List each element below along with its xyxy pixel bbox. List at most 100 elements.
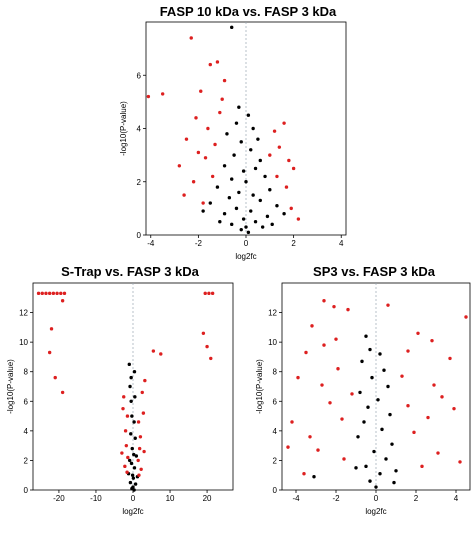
data-point [44, 291, 48, 296]
data-point [275, 204, 279, 208]
data-point [268, 188, 272, 192]
data-point [400, 374, 404, 378]
data-point [230, 177, 234, 181]
data-point [244, 225, 248, 229]
data-point [213, 142, 217, 147]
data-point [230, 222, 234, 227]
data-point [133, 482, 138, 486]
data-point [372, 449, 376, 454]
data-point [151, 349, 156, 353]
data-point [364, 334, 368, 338]
data-point [160, 92, 165, 96]
data-point [130, 446, 134, 451]
data-point [182, 193, 186, 197]
data-point [60, 299, 65, 303]
data-point [125, 414, 130, 418]
data-point [207, 291, 211, 296]
data-point [416, 331, 420, 335]
data-point [390, 442, 394, 446]
data-point [251, 126, 255, 131]
data-point [129, 461, 134, 466]
data-point [133, 436, 137, 440]
data-point [132, 420, 136, 424]
data-point [360, 359, 364, 364]
data-point [201, 201, 205, 205]
data-point [205, 344, 209, 349]
data-point [51, 291, 56, 296]
data-point [358, 390, 362, 395]
data-point [234, 121, 239, 125]
data-point [263, 174, 267, 179]
y-axis-label: -log10(P-value) [255, 359, 264, 414]
data-point [218, 110, 222, 115]
data-point [125, 470, 129, 474]
data-point [128, 480, 133, 485]
data-point [322, 343, 326, 347]
data-point [139, 467, 143, 471]
x-tick-label: 0 [131, 494, 136, 503]
data-point [234, 206, 239, 211]
y-tick-label: 2 [24, 456, 29, 465]
data-point [53, 375, 57, 380]
data-point [129, 375, 133, 380]
x-tick-label: 2 [291, 239, 296, 248]
data-point [222, 212, 227, 216]
data-point [265, 214, 270, 219]
data-point [464, 315, 468, 319]
x-tick-label: -20 [53, 494, 65, 503]
data-point [132, 466, 137, 470]
data-point [282, 212, 286, 216]
data-point [289, 206, 293, 211]
data-point [394, 469, 398, 473]
panel-1-title: FASP 10 kDa vs. FASP 3 kDa [160, 4, 337, 19]
data-point [334, 337, 338, 341]
x-axis-label: log2fc [235, 252, 256, 261]
x-tick-label: -10 [90, 494, 102, 503]
data-point [128, 384, 132, 389]
data-point [137, 473, 141, 477]
data-point [440, 395, 444, 399]
data-point [246, 113, 251, 117]
data-point [296, 375, 300, 380]
x-tick-label: 0 [374, 494, 379, 503]
data-point [59, 291, 63, 296]
data-point [215, 185, 220, 189]
data-point [132, 370, 137, 374]
data-point [131, 476, 136, 480]
data-point [458, 460, 462, 464]
data-point [291, 166, 296, 171]
data-point [251, 193, 255, 197]
data-point [123, 429, 128, 433]
data-point [132, 488, 136, 492]
data-point [201, 331, 206, 335]
y-tick-label: 6 [273, 397, 278, 406]
x-tick-label: -2 [195, 239, 203, 248]
data-point [222, 78, 227, 83]
panel-3-title: SP3 vs. FASP 3 kDa [313, 264, 436, 279]
y-tick-label: 8 [24, 368, 29, 377]
x-tick-label: 0 [244, 239, 249, 248]
data-point [270, 222, 274, 227]
data-point [336, 367, 340, 371]
data-point [286, 445, 290, 449]
data-point [130, 414, 134, 418]
data-point [220, 97, 224, 101]
data-point [227, 196, 232, 200]
data-point [208, 62, 212, 67]
data-point [47, 291, 52, 296]
y-tick-label: 8 [273, 368, 278, 377]
data-point [127, 362, 131, 367]
data-point [210, 291, 215, 296]
x-tick-label: 2 [414, 494, 419, 503]
data-point [346, 307, 350, 312]
data-point [362, 420, 366, 424]
data-point [40, 291, 44, 296]
x-axis-label: log2fc [365, 507, 386, 516]
data-point [237, 190, 241, 195]
y-axis-label: -log10(P-value) [119, 101, 128, 156]
data-point [364, 464, 368, 469]
data-point [253, 166, 258, 171]
y-tick-label: 0 [137, 231, 142, 240]
data-point [430, 338, 434, 343]
